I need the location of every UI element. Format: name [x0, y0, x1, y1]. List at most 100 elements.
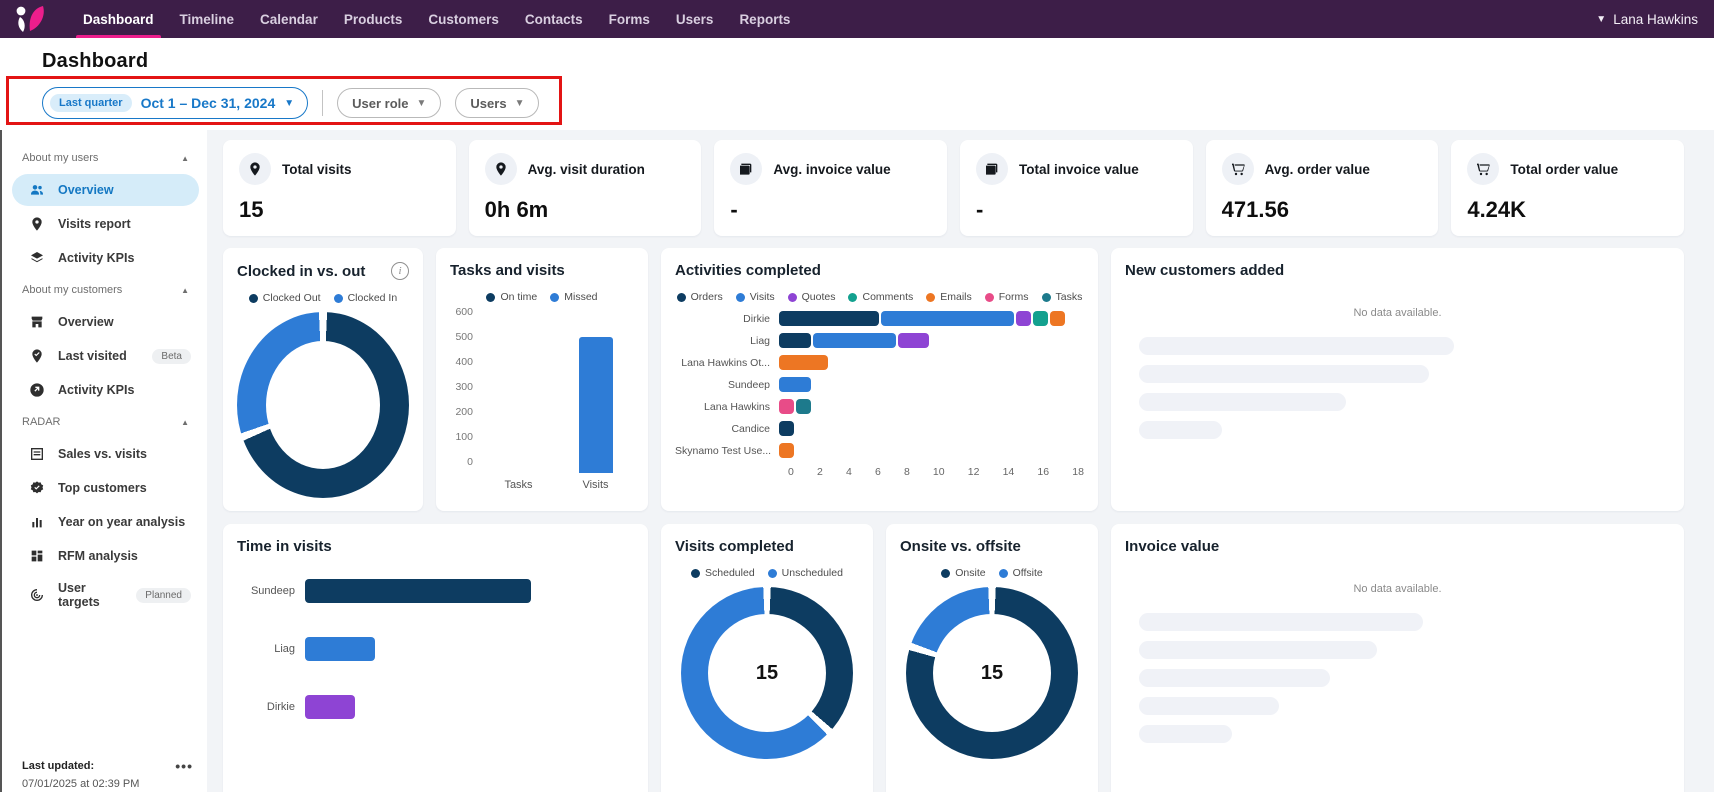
x-tick-label: 10: [932, 466, 945, 478]
card-title: Clocked in vs. out: [237, 262, 366, 280]
row-label: Sundeep: [250, 585, 295, 597]
nav-item-users[interactable]: Users: [675, 11, 714, 27]
row-track: [779, 355, 1084, 370]
kpi-card-avg-invoice-value: Avg. invoice value -: [714, 140, 947, 236]
row-track: [779, 333, 1084, 348]
sidebar-section-about-my-users[interactable]: About my users ▲: [2, 144, 207, 172]
nav-item-calendar[interactable]: Calendar: [260, 11, 318, 27]
legend: Orders Visits Quotes Comments Emails Forms Tas…: [675, 291, 1084, 303]
chevron-up-icon: ▲: [181, 417, 189, 427]
sidebar-item-visits-report[interactable]: Visits report: [12, 208, 199, 240]
kpi-head: Total order value: [1467, 153, 1668, 185]
users-filter[interactable]: Users ▼: [455, 88, 540, 118]
skeleton-bar: [1139, 337, 1455, 355]
nav-item-reports[interactable]: Reports: [739, 11, 791, 27]
x-axis: Tasks Visits: [480, 479, 634, 491]
sidebar-item-overview[interactable]: Overview: [12, 306, 199, 338]
nav-item-timeline[interactable]: Timeline: [179, 11, 235, 27]
sidebar-item-label: RFM analysis: [58, 549, 138, 563]
time-row-dirkie: Dirkie: [237, 695, 634, 719]
x-tick-label: 16: [1037, 466, 1050, 478]
activities-row-5: Lana Hawkins: [675, 399, 1084, 414]
segment-quotes: [897, 333, 930, 348]
x-tick-label: 2: [816, 466, 823, 478]
sidebar-item-activity-kpis[interactable]: Activity KPIs: [12, 242, 199, 274]
nav-item-forms[interactable]: Forms: [608, 11, 650, 27]
nav-item-customers[interactable]: Customers: [428, 11, 499, 27]
chevron-down-icon: ▼: [514, 97, 525, 109]
status-badge: Planned: [136, 587, 191, 603]
legend-item-orders: Orders: [676, 291, 723, 303]
y-tick-label: 100: [455, 431, 473, 443]
segment-emails: [779, 355, 828, 370]
x-tick-label: 0: [788, 466, 794, 478]
page-title: Dashboard: [42, 50, 149, 72]
kpi-label: Avg. invoice value: [773, 161, 891, 177]
donut-center-label: 15: [933, 614, 1051, 732]
time-row-sundeep: Sundeep: [237, 579, 634, 603]
kpi-value: -: [976, 197, 984, 222]
kpi-value: -: [730, 197, 738, 222]
kpi-card-total-order-value: Total order value 4.24K: [1451, 140, 1684, 236]
row-track: [779, 421, 1084, 436]
sidebar-footer-row: Last updated: •••: [22, 758, 193, 774]
user-menu[interactable]: ▼ Lana Hawkins: [1596, 12, 1698, 27]
sidebar-item-activity-kpis[interactable]: Activity KPIs: [12, 374, 199, 406]
nav-item-contacts[interactable]: Contacts: [524, 11, 583, 27]
sidebar-item-last-visited[interactable]: Last visited Beta: [12, 340, 199, 372]
kpi-head: Total invoice value: [976, 153, 1177, 185]
nav-item-products[interactable]: Products: [343, 11, 403, 27]
skeleton-bar: [1139, 613, 1424, 631]
legend-item-offsite: Offsite: [998, 567, 1043, 579]
skeleton-bar: [1139, 641, 1377, 659]
legend-item-forms: Forms: [984, 291, 1029, 303]
stacked-bar-chart: Dirkie Liag Lana Hawkins Ot... Sundeep Lana …: [675, 311, 1084, 458]
legend-item-on-time: On time: [486, 291, 537, 303]
legend-label: Clocked In: [347, 292, 398, 304]
legend-label: Tasks: [1055, 291, 1083, 303]
sidebar-item-top-customers[interactable]: Top customers: [12, 472, 199, 504]
ellipsis-icon[interactable]: •••: [175, 758, 193, 774]
chevron-down-icon: ▼: [1596, 13, 1607, 25]
date-range-filter[interactable]: Last quarter Oct 1 – Dec 31, 2024 ▼: [42, 87, 309, 119]
sidebar-item-rfm-analysis[interactable]: RFM analysis: [12, 540, 199, 572]
legend-label: Onsite: [955, 567, 986, 579]
activities-row-7: Skynamo Test Use...: [675, 443, 1084, 458]
kpi-value: 0h 6m: [484, 197, 549, 222]
grid-icon: [28, 547, 46, 565]
filter-divider: [322, 90, 324, 116]
users-filter-label: Users: [470, 95, 507, 111]
user-role-filter[interactable]: User role ▼: [337, 88, 442, 118]
info-icon[interactable]: i: [391, 262, 409, 280]
sidebar-item-overview[interactable]: Overview: [12, 174, 199, 206]
sidebar-section-about-my-customers[interactable]: About my customers ▲: [2, 276, 207, 304]
legend-item-comments: Comments: [848, 291, 913, 303]
invoice-icon: [976, 153, 1008, 185]
row-label: Liag: [750, 334, 770, 347]
sidebar-item-sales-vs-visits[interactable]: Sales vs. visits: [12, 438, 199, 470]
legend-dot: [926, 292, 936, 302]
card-title: Time in visits: [237, 538, 332, 555]
legend-label: On time: [500, 291, 538, 303]
legend-item-scheduled: Scheduled: [691, 567, 755, 579]
row-track: [779, 311, 1084, 326]
onsite-vs-offsite-card: Onsite vs. offsite Onsite Offsite 15: [886, 524, 1098, 792]
sidebar-item-user-targets[interactable]: User targets Planned: [12, 574, 199, 616]
x-category-label: Tasks: [504, 479, 533, 491]
y-tick-label: 0: [467, 456, 473, 468]
card-title: Invoice value: [1125, 538, 1220, 555]
sidebar-item-year-on-year-analysis[interactable]: Year on year analysis: [12, 506, 199, 538]
legend-item-missed: Missed: [550, 291, 598, 303]
legend-dot: [676, 292, 686, 302]
bar-missed: [578, 336, 613, 473]
segment-orders: [779, 333, 811, 348]
y-tick-label: 200: [455, 406, 473, 418]
nav-item-dashboard[interactable]: Dashboard: [70, 0, 167, 38]
kpi-head: Avg. order value: [1221, 153, 1423, 185]
skynamo-logo-icon[interactable]: [10, 4, 56, 34]
row-label: Liag: [274, 643, 295, 655]
clocked-donut-chart: [237, 312, 409, 498]
chevron-up-icon: ▲: [181, 153, 189, 163]
legend-dot: [1041, 292, 1051, 302]
sidebar-section-radar[interactable]: RADAR ▲: [2, 408, 207, 436]
